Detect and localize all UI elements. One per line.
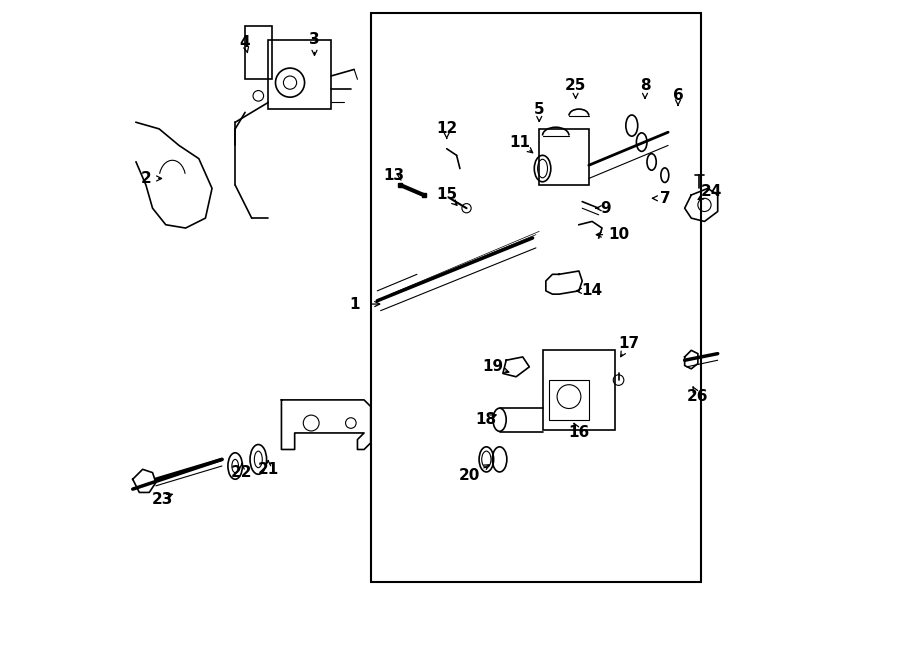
- Text: 6: 6: [672, 89, 683, 103]
- Bar: [245, 26, 272, 79]
- Text: 24: 24: [700, 184, 722, 199]
- Text: 7: 7: [660, 191, 670, 206]
- Text: 8: 8: [640, 79, 651, 93]
- Text: 17: 17: [618, 336, 639, 351]
- Bar: [539, 129, 589, 185]
- Text: 18: 18: [476, 412, 497, 427]
- Text: 21: 21: [257, 462, 279, 477]
- Text: 20: 20: [459, 469, 481, 483]
- Text: 14: 14: [581, 284, 603, 298]
- Text: 4: 4: [239, 36, 250, 50]
- Text: 1: 1: [349, 297, 359, 311]
- Text: 9: 9: [600, 201, 610, 215]
- Text: 26: 26: [687, 389, 708, 404]
- Text: 10: 10: [608, 227, 629, 242]
- Bar: [268, 40, 331, 109]
- Text: 2: 2: [140, 171, 151, 186]
- Text: 11: 11: [508, 135, 530, 149]
- Text: 12: 12: [436, 122, 457, 136]
- Text: 16: 16: [568, 426, 590, 440]
- Text: 3: 3: [310, 32, 320, 47]
- Text: 15: 15: [436, 188, 457, 202]
- Text: 23: 23: [152, 492, 173, 506]
- Text: 13: 13: [383, 168, 404, 182]
- Text: 19: 19: [482, 360, 503, 374]
- Bar: [549, 380, 589, 420]
- Text: 22: 22: [231, 465, 253, 480]
- Text: 25: 25: [565, 79, 586, 93]
- Text: 5: 5: [534, 102, 544, 116]
- Bar: [371, 13, 701, 582]
- Bar: [543, 350, 616, 430]
